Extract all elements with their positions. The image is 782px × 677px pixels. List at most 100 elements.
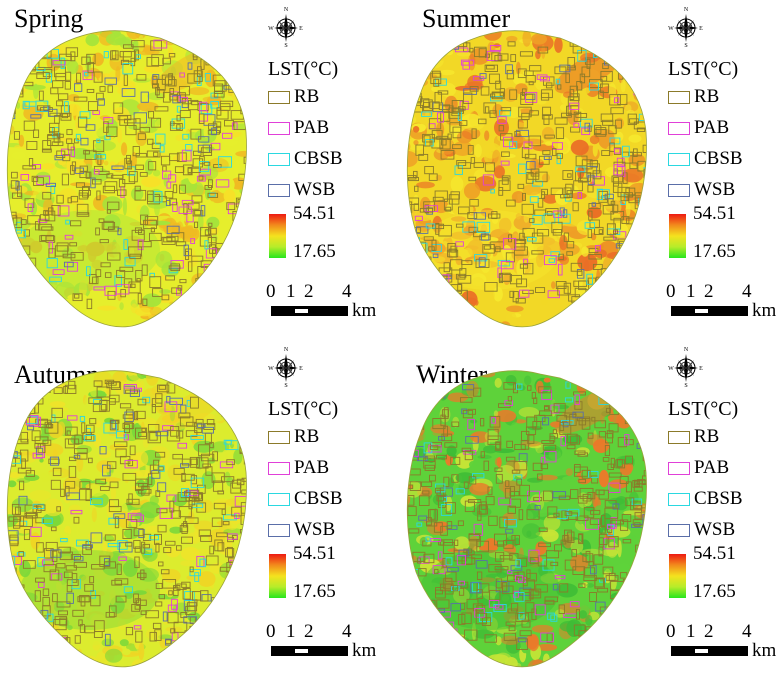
scale-tick: 2 xyxy=(304,281,314,302)
compass-rose-icon: N S W E xyxy=(268,4,304,49)
legend-swatch xyxy=(268,122,290,135)
legend-item: RB xyxy=(268,426,388,447)
svg-text:E: E xyxy=(699,26,703,32)
legend-swatch xyxy=(668,431,690,444)
legend-label: RB xyxy=(694,86,720,107)
lst-min-value: 17.65 xyxy=(293,241,336,262)
scale-tick: 0 xyxy=(266,281,276,302)
legend-label: CBSB xyxy=(694,148,743,169)
legend-item: CBSB xyxy=(268,149,388,169)
legend-swatch xyxy=(268,431,290,444)
legend-item: PAB xyxy=(268,117,388,138)
scale-bar xyxy=(271,646,348,656)
svg-text:W: W xyxy=(268,366,274,372)
legend-label: RB xyxy=(294,426,320,447)
panel-winter: Winter N S W E LST(°C) RB PAB CBSB xyxy=(400,340,782,677)
legend-label: WSB xyxy=(294,179,336,200)
legend-label: WSB xyxy=(694,519,736,540)
legend-label: CBSB xyxy=(294,488,343,509)
scale-bar xyxy=(671,646,748,656)
scale-tick: 0 xyxy=(666,281,676,302)
lst-min-value: 17.65 xyxy=(693,581,736,602)
svg-text:N: N xyxy=(284,347,289,353)
svg-text:S: S xyxy=(284,43,287,48)
legend-swatch xyxy=(668,184,690,197)
svg-text:S: S xyxy=(684,383,687,388)
panel-autumn: Autumn N S W E LST(°C) RB PAB CBSB xyxy=(0,340,391,677)
scale-tick: 2 xyxy=(704,621,714,642)
scale-tick: 1 xyxy=(686,281,696,302)
legend-swatch xyxy=(668,153,690,166)
legend-label: PAB xyxy=(294,457,330,478)
svg-text:E: E xyxy=(699,366,703,372)
lst-map xyxy=(406,370,647,668)
svg-text:N: N xyxy=(284,7,289,13)
lst-map xyxy=(406,30,647,328)
svg-text:S: S xyxy=(284,383,287,388)
lst-max-value: 54.51 xyxy=(293,543,336,564)
scale-unit: km xyxy=(352,300,377,321)
lst-color-ramp xyxy=(269,214,286,258)
legend-swatch xyxy=(668,462,690,475)
legend-title: LST(°C) xyxy=(668,58,739,80)
legend-title: LST(°C) xyxy=(668,398,739,420)
season-title: Spring xyxy=(14,4,84,33)
season-title: Summer xyxy=(422,4,511,33)
legend-swatch xyxy=(268,153,290,166)
scale-tick: 1 xyxy=(286,281,296,302)
scale-tick: 2 xyxy=(304,621,314,642)
svg-text:W: W xyxy=(668,366,674,372)
legend-label: WSB xyxy=(694,179,736,200)
scale-tick-labels: 0 1 2 4 xyxy=(664,622,764,644)
svg-text:N: N xyxy=(684,347,689,353)
legend-item: RB xyxy=(268,87,388,107)
legend-swatch xyxy=(268,184,290,197)
legend-label: PAB xyxy=(694,457,730,478)
legend-item: CBSB xyxy=(268,488,388,509)
svg-text:N: N xyxy=(684,7,689,13)
lst-min-value: 17.65 xyxy=(293,581,336,602)
scale-unit: km xyxy=(352,640,377,661)
scale-tick: 4 xyxy=(742,621,752,642)
legend-item: PAB xyxy=(668,457,782,478)
legend-swatch xyxy=(668,524,690,537)
compass-rose-icon: N S W E xyxy=(668,344,704,389)
scale-tick: 0 xyxy=(666,621,676,642)
scale-tick: 4 xyxy=(742,281,752,302)
legend-label: WSB xyxy=(294,519,336,540)
legend-label: PAB xyxy=(294,117,330,138)
svg-text:S: S xyxy=(684,43,687,48)
legend-swatch xyxy=(668,122,690,135)
lst-min-value: 17.65 xyxy=(693,241,736,262)
legend-title: LST(°C) xyxy=(268,398,339,420)
legend-item: PAB xyxy=(268,457,388,478)
legend-item: RB xyxy=(668,86,782,107)
scale-tick: 0 xyxy=(266,621,276,642)
panel-spring: Spring N S W E LST(°C) RB PAB CBSB xyxy=(0,0,391,337)
legend-swatch xyxy=(668,91,690,104)
lst-map xyxy=(6,370,247,668)
scale-tick: 4 xyxy=(342,621,352,642)
scale-tick-labels: 0 1 2 4 xyxy=(264,282,364,304)
legend-swatch xyxy=(268,462,290,475)
legend-label: CBSB xyxy=(694,488,743,509)
lst-color-ramp xyxy=(669,554,686,598)
legend-item: WSB xyxy=(268,519,388,540)
compass-rose-icon: N S W E xyxy=(668,4,704,49)
lst-map xyxy=(6,30,247,328)
legend-item: RB xyxy=(668,427,782,447)
legend-label: PAB xyxy=(694,117,730,138)
lst-max-value: 54.51 xyxy=(693,203,736,224)
legend-swatch xyxy=(668,493,690,506)
svg-text:E: E xyxy=(299,366,303,372)
legend-title: LST(°C) xyxy=(268,58,339,80)
legend-swatch xyxy=(268,91,290,104)
legend-item: CBSB xyxy=(668,488,782,509)
scale-bar xyxy=(671,306,748,316)
compass-rose-icon: N S W E xyxy=(268,344,304,389)
legend-swatch xyxy=(268,524,290,537)
lst-max-value: 54.51 xyxy=(293,203,336,224)
svg-text:W: W xyxy=(668,26,674,32)
scale-tick: 1 xyxy=(286,621,296,642)
scale-unit: km xyxy=(752,640,777,661)
